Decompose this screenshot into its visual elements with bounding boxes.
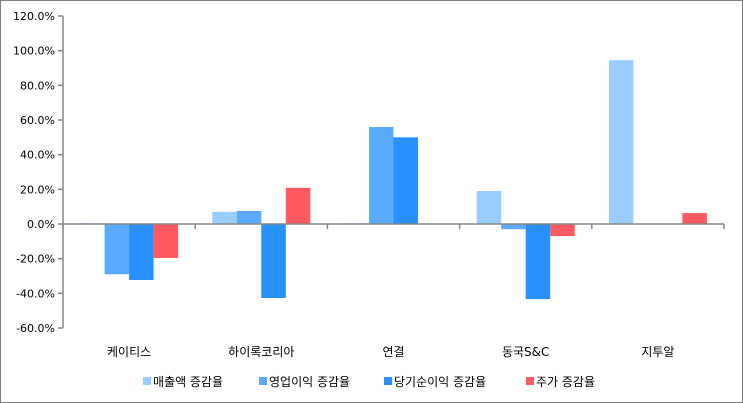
y-tick-label: 100.0% (13, 45, 55, 58)
y-tick-label: 0.0% (27, 218, 55, 231)
legend-swatch (384, 377, 392, 385)
x-tick-label: 하이록코리아 (228, 345, 294, 359)
bar (285, 187, 311, 224)
bar (682, 213, 707, 224)
bar (476, 191, 502, 224)
bar (550, 224, 575, 237)
bar (212, 211, 237, 224)
bar (236, 211, 262, 224)
y-tick-label: -40.0% (16, 287, 55, 300)
x-tick-label: 케이티스 (107, 345, 151, 359)
y-tick-label: 40.0% (20, 149, 55, 162)
legend-swatch (143, 377, 151, 385)
y-tick-label: -60.0% (16, 322, 55, 335)
legend-label: 영업이익 증감율 (269, 375, 350, 389)
bar (129, 224, 154, 280)
x-tick-label: 지투알 (641, 345, 674, 359)
legend-label: 주가 증감율 (536, 375, 595, 389)
legend-swatch (259, 377, 267, 385)
y-tick-label: 120.0% (13, 10, 55, 23)
legend-label: 매출액 증감율 (153, 375, 223, 389)
y-tick-label: -20.0% (16, 253, 55, 266)
bar (525, 224, 551, 300)
bar (153, 224, 179, 258)
legend-swatch (526, 377, 534, 385)
y-tick-label: 60.0% (20, 114, 55, 127)
y-tick-label: 20.0% (20, 183, 55, 196)
x-tick-label: 연결 (382, 345, 404, 359)
bar (501, 224, 526, 230)
bar (608, 60, 634, 225)
bar (369, 126, 394, 224)
y-tick-label: 80.0% (20, 79, 55, 92)
bar (393, 137, 418, 224)
x-tick-label: 동국S&C (502, 345, 549, 359)
legend-label: 당기순이익 증감율 (394, 375, 486, 389)
bar (104, 224, 130, 275)
bar (261, 224, 286, 299)
